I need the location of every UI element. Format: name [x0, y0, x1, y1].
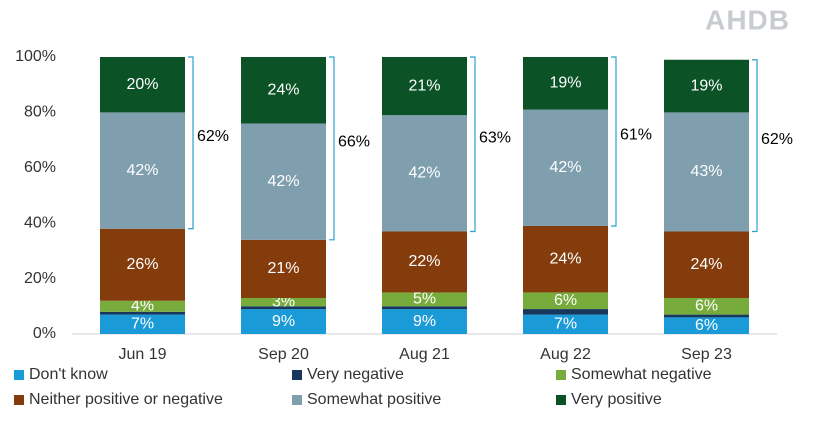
bar-segment — [664, 317, 749, 334]
data-label: 4% — [131, 298, 154, 315]
bar-segment — [100, 314, 185, 334]
bar-segment — [382, 306, 467, 310]
bar-segment — [523, 109, 608, 226]
legend-swatch — [556, 370, 566, 380]
legend-label: Don't know — [29, 366, 108, 383]
bar-segment — [664, 297, 749, 315]
bar-segment — [382, 57, 467, 116]
legend-swatch — [14, 395, 24, 405]
x-tick-label: Aug 21 — [399, 346, 450, 363]
legend-swatch — [14, 370, 24, 380]
y-tick-label: 20% — [24, 270, 56, 287]
bar-segment — [241, 297, 326, 307]
bar-segment — [664, 314, 749, 318]
bracket — [470, 56, 476, 233]
bar-segment — [100, 300, 185, 312]
data-label: 19% — [690, 77, 722, 94]
bar-segment — [523, 225, 608, 293]
y-tick-label: 100% — [15, 48, 56, 65]
data-label: 42% — [126, 162, 158, 179]
bracket-label: 66% — [338, 134, 370, 151]
data-label: 24% — [549, 250, 581, 267]
data-label: 5% — [413, 291, 436, 308]
data-label: 43% — [690, 163, 722, 180]
data-label: 24% — [267, 81, 299, 98]
data-label: 6% — [695, 298, 718, 315]
data-label: 9% — [413, 313, 436, 330]
y-tick-label: 40% — [24, 214, 56, 231]
data-label: 6% — [695, 317, 718, 334]
bar-segment — [523, 57, 608, 110]
legend-label: Somewhat positive — [307, 391, 441, 408]
legend-label: Neither positive or negative — [29, 391, 223, 408]
legend-swatch — [292, 395, 302, 405]
bar-segment — [100, 112, 185, 229]
legend-label: Somewhat negative — [571, 366, 712, 383]
bar-segment — [664, 112, 749, 232]
bar-segment — [523, 309, 608, 315]
data-label: 20% — [126, 76, 158, 93]
data-label: 26% — [126, 256, 158, 273]
bar-segment — [100, 228, 185, 301]
bracket-label: 62% — [761, 131, 793, 148]
bar-segment — [382, 231, 467, 293]
bar-segment — [241, 57, 326, 124]
data-label: 21% — [267, 260, 299, 277]
bar-segment — [523, 314, 608, 334]
data-label: 42% — [408, 165, 440, 182]
bracket-label: 63% — [479, 129, 511, 146]
bracket — [188, 56, 194, 230]
data-label: 42% — [267, 173, 299, 190]
bracket — [329, 56, 335, 241]
bar-segment — [241, 306, 326, 310]
data-label: 7% — [131, 316, 154, 333]
data-label: 6% — [554, 292, 577, 309]
bar-segment — [241, 123, 326, 240]
data-label: 42% — [549, 159, 581, 176]
data-label: 7% — [554, 316, 577, 333]
x-tick-label: Sep 20 — [258, 346, 309, 363]
data-label: 21% — [408, 77, 440, 94]
bar-segment — [664, 231, 749, 298]
data-label: 19% — [549, 75, 581, 92]
bar-segment — [382, 115, 467, 232]
logo: AHDB — [705, 4, 790, 35]
data-label: 24% — [690, 256, 722, 273]
bracket-label: 61% — [620, 127, 652, 144]
y-tick-label: 0% — [33, 325, 56, 342]
legend-swatch — [556, 395, 566, 405]
bar-segment — [241, 239, 326, 298]
bar-segment — [523, 292, 608, 310]
legend-swatch — [292, 370, 302, 380]
bar-segment — [664, 59, 749, 113]
data-label: 22% — [408, 253, 440, 270]
bracket-label: 62% — [197, 128, 229, 145]
bar-segment — [382, 292, 467, 307]
bracket — [752, 59, 758, 233]
bar-segment — [241, 309, 326, 334]
bar-segment — [382, 309, 467, 334]
bar-segment — [100, 311, 185, 315]
bracket — [611, 56, 617, 227]
legend-label: Very negative — [307, 366, 404, 383]
y-tick-label: 60% — [24, 159, 56, 176]
legend-label: Very positive — [571, 391, 662, 408]
x-tick-label: Sep 23 — [681, 346, 732, 363]
x-tick-label: Jun 19 — [118, 346, 166, 363]
x-tick-label: Aug 22 — [540, 346, 591, 363]
bar-segment — [100, 57, 185, 113]
data-label: 9% — [272, 313, 295, 330]
y-tick-label: 80% — [24, 104, 56, 121]
